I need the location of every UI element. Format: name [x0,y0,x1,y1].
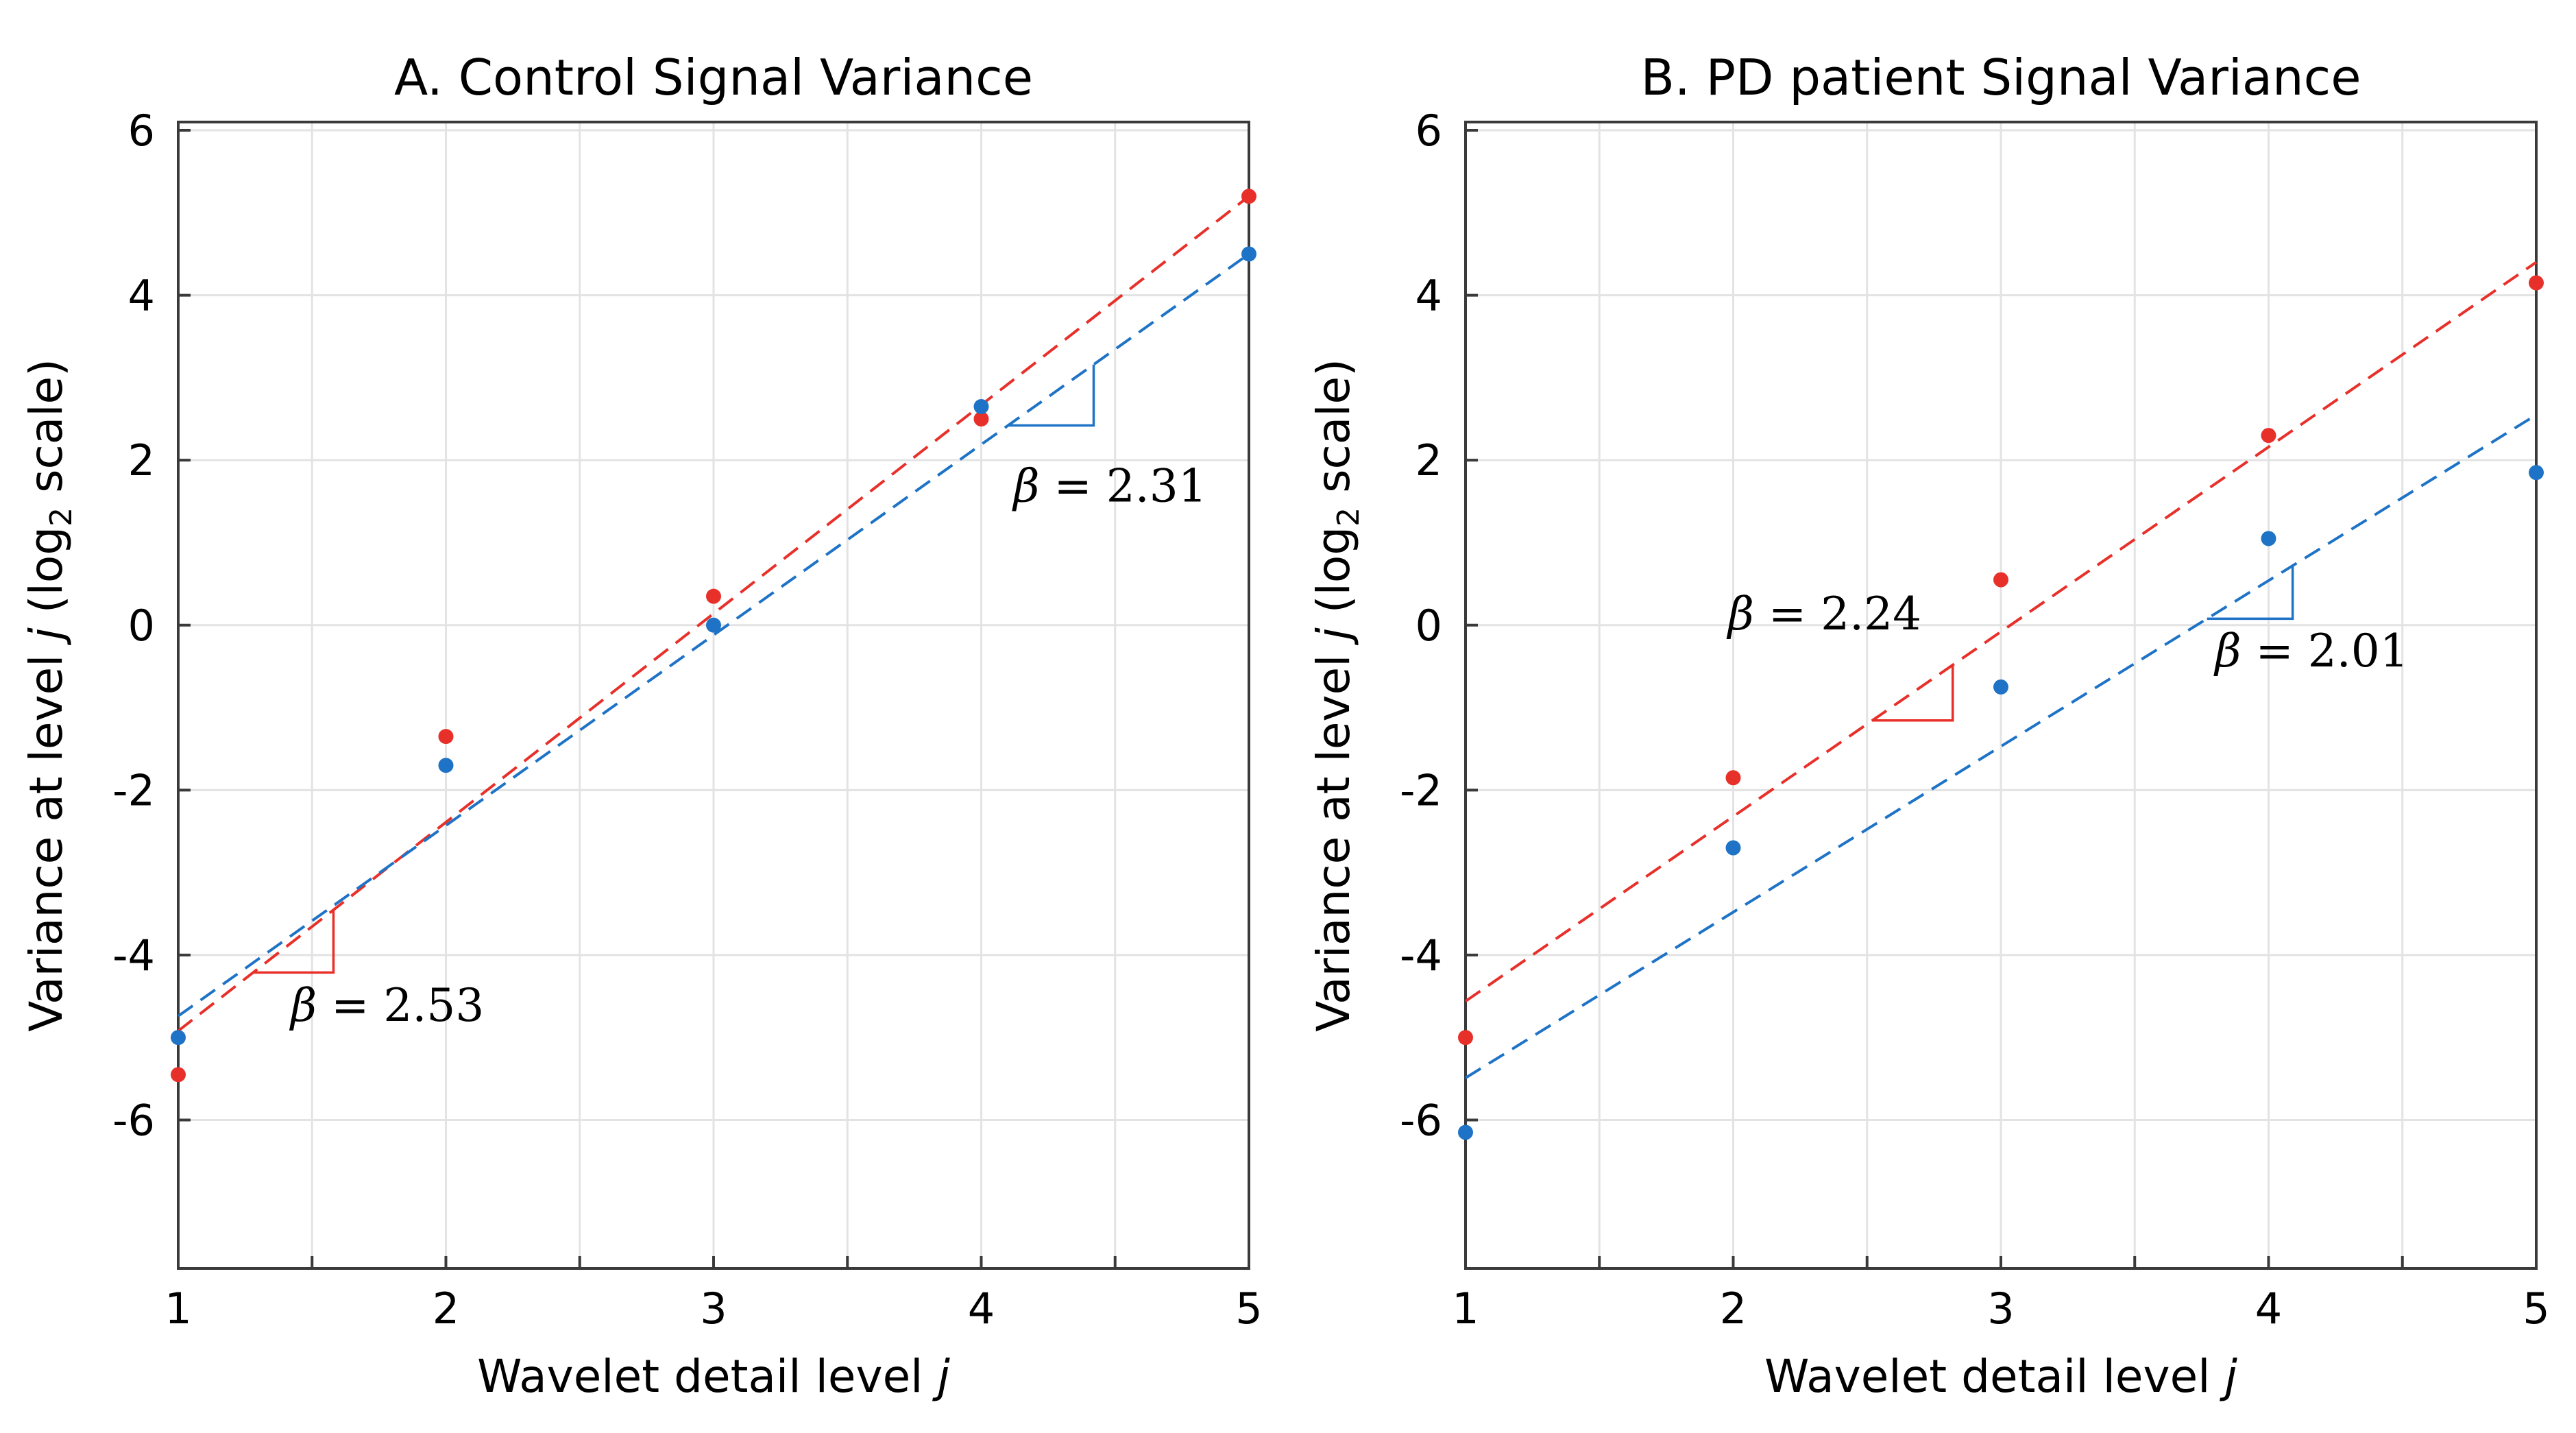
slope-triangle-red [1872,664,1954,722]
data-point-blue [2529,465,2544,481]
slope-triangle-red [253,910,335,974]
chart-title: A. Control Signal Variance [394,49,1033,106]
x-tick-label: 1 [165,1284,191,1334]
data-point-blue [2261,531,2276,546]
chart-panel-a: 1 2 3 4 5 6 4 2 0 -2 -4 -6 A. Control Signal Varianc… [20,49,1263,1403]
y-tick-label: -2 [112,765,155,815]
y-tick-label: -6 [1400,1095,1442,1145]
data-point-red [1458,1030,1473,1046]
y-tick-label: 2 [1415,435,1442,485]
data-point-blue [973,398,989,414]
y-tick-label: 4 [128,271,155,321]
y-axis-label: Variance at level j (log2 scale) [1307,359,1366,1032]
y-tick-label: 0 [128,601,155,651]
slope-annotation: β = 2.53 [289,979,484,1032]
y-axis-label: Variance at level j (log2 scale) [20,359,79,1032]
y-tick-label: 2 [128,435,155,485]
data-point-red [973,411,989,427]
slope-annotation: β = 2.31 [1011,459,1206,512]
y-tick-label: -6 [112,1095,155,1145]
fit-line-red [1464,261,2538,1002]
slope-annotation: β = 2.24 [1726,588,1921,640]
y-tick-label: -2 [1400,765,1442,815]
slope-triangle-blue [1008,364,1095,427]
x-axis-label: Wavelet detail level j [477,1350,950,1403]
x-tick-label: 5 [1235,1284,1262,1334]
data-point-red [171,1067,186,1083]
data-point-blue [171,1030,186,1046]
x-tick-label: 2 [433,1284,459,1334]
y-tick-label: 6 [1415,106,1442,156]
fit-line-blue [1464,413,2538,1079]
data-point-blue [1458,1124,1473,1140]
fit-line-red [177,195,1250,1033]
x-tick-label: 4 [2255,1284,2282,1334]
y-tick-label: 0 [1415,601,1442,651]
y-tick-label: 6 [128,106,155,156]
data-point-blue [1993,679,2008,695]
data-point-blue [1241,246,1256,262]
data-point-red [706,588,721,604]
x-tick-label: 2 [1720,1284,1747,1334]
x-tick-label: 4 [968,1284,995,1334]
data-point-blue [1725,840,1741,856]
data-point-red [2529,275,2544,291]
y-tick-label: 4 [1415,271,1442,321]
slope-triangle-blue [2207,566,2294,621]
x-tick-label: 1 [1452,1284,1479,1334]
data-point-red [438,729,454,745]
data-point-red [2261,428,2276,444]
data-point-red [1725,770,1741,786]
data-point-blue [706,617,721,633]
data-point-blue [438,758,454,773]
data-point-red [1241,189,1256,204]
data-point-red [1993,572,2008,588]
y-tick-label: -4 [1400,930,1442,980]
x-tick-label: 5 [2523,1284,2549,1334]
x-tick-label: 3 [1987,1284,2014,1334]
chart-panel-b: 1 2 3 4 5 6 4 2 0 -2 -4 -6 B. PD patient Signal Vari… [1307,49,2550,1403]
slope-annotation: β = 2.01 [2213,625,2408,677]
x-tick-label: 3 [700,1284,727,1334]
chart-title: B. PD patient Signal Variance [1640,49,2361,106]
y-tick-label: -4 [112,930,155,980]
x-axis-label: Wavelet detail level j [1764,1350,2237,1403]
